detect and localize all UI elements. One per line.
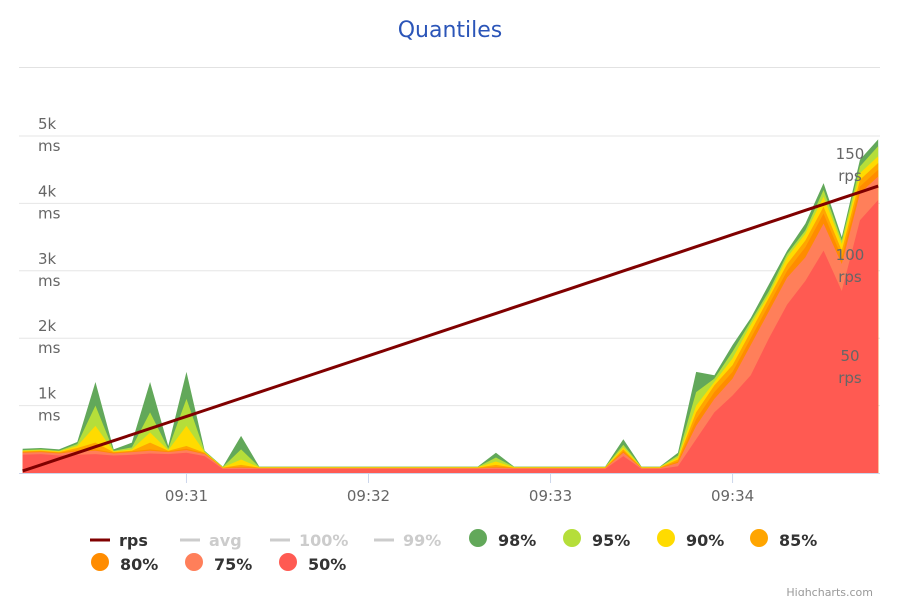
legend-item[interactable]: 80% [91, 553, 158, 574]
legend-label: 100% [299, 531, 348, 550]
y-tick-label: 4k ms [38, 182, 61, 222]
legend-item[interactable]: 50% [279, 553, 346, 574]
x-tick-label: 09:32 [347, 487, 390, 505]
legend-symbol [279, 553, 297, 571]
legend-label: 85% [779, 531, 817, 550]
legend-item[interactable]: 98% [469, 529, 536, 550]
legend-item[interactable]: 85% [750, 529, 817, 550]
y-tick-label: 5k ms [38, 115, 61, 155]
legend-label: 90% [686, 531, 724, 550]
y-tick-label: 3k ms [38, 250, 61, 290]
legend-label: 99% [403, 531, 441, 550]
legend-label: 98% [498, 531, 536, 550]
y2-tick-label: 50 rps [838, 347, 862, 387]
legend-symbol [91, 553, 109, 571]
legend-label: 75% [214, 555, 252, 574]
legend-item[interactable]: 95% [563, 529, 630, 550]
legend-label: 80% [120, 555, 158, 574]
legend-item[interactable]: 90% [657, 529, 724, 550]
legend-label: avg [209, 531, 242, 550]
legend-symbol [469, 529, 487, 547]
legend-item[interactable]: rps [90, 531, 148, 550]
y-tick-label: 2k ms [38, 317, 61, 357]
legend-symbol [750, 529, 768, 547]
rps-line [22, 184, 879, 473]
legend-symbol [185, 553, 203, 571]
legend-symbol [563, 529, 581, 547]
y2-tick-label: 150 rps [836, 145, 865, 185]
y-tick-label: 1k ms [38, 385, 61, 425]
legend-label: rps [119, 531, 148, 550]
legend-item[interactable]: avg [180, 531, 242, 550]
legend-item[interactable]: 100% [270, 531, 348, 550]
chart-title: Quantiles [398, 18, 503, 43]
legend-symbol [657, 529, 675, 547]
x-tick-label: 09:31 [165, 487, 208, 505]
legend-item[interactable]: 75% [185, 553, 252, 574]
x-tick-label: 09:33 [529, 487, 572, 505]
x-tick-label: 09:34 [711, 487, 754, 505]
credits[interactable]: Highcharts.com [786, 586, 873, 596]
y2-tick-label: 100 rps [836, 246, 865, 286]
quantile-area [22, 200, 879, 473]
legend-label: 50% [308, 555, 346, 574]
legend-label: 95% [592, 531, 630, 550]
legend-item[interactable]: 99% [374, 531, 441, 550]
